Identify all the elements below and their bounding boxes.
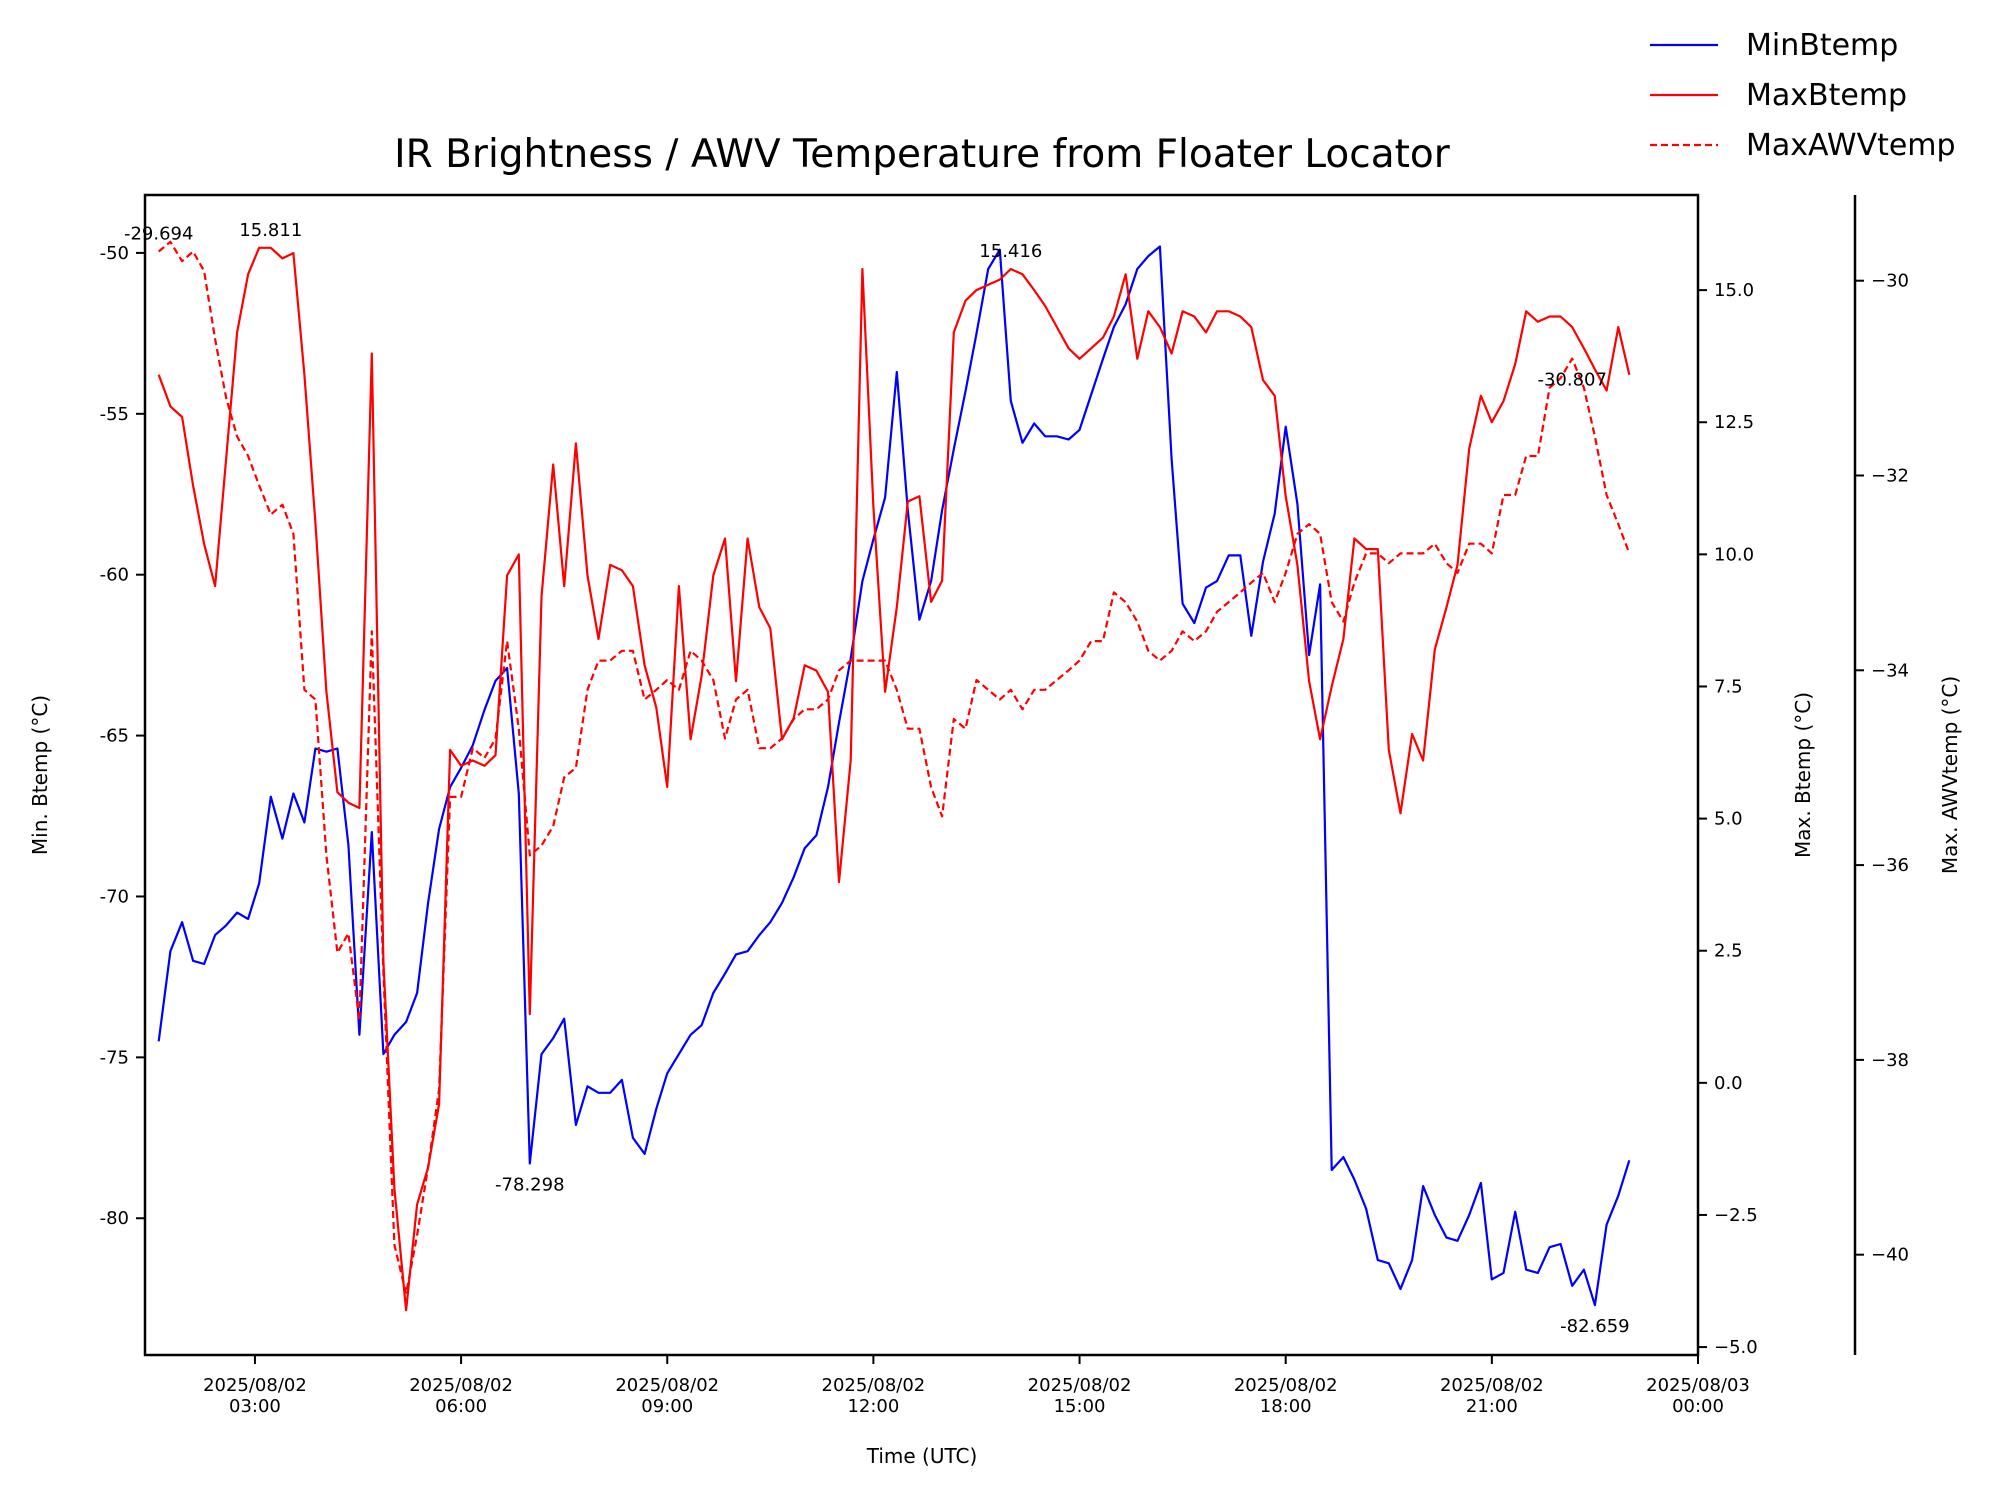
y-left-tick-label: -75 — [100, 1047, 129, 1068]
x-axis-ticks: 2025/08/0203:002025/08/0206:002025/08/02… — [203, 1355, 1750, 1417]
x-tick-label-date: 2025/08/02 — [822, 1375, 926, 1396]
y-left-axis-label: Min. Btemp (°C) — [28, 695, 52, 855]
chart-title: IR Brightness / AWV Temperature from Flo… — [394, 132, 1451, 177]
y-left-tick-label: -80 — [100, 1208, 129, 1229]
annotation-label: 15.811 — [239, 220, 302, 241]
plot-frame — [143, 193, 1700, 1357]
x-tick-label-date: 2025/08/02 — [203, 1375, 307, 1396]
y-right1-tick-label: 15.0 — [1714, 280, 1754, 301]
x-tick-label-time: 15:00 — [1054, 1396, 1106, 1417]
x-tick-label-time: 21:00 — [1466, 1396, 1518, 1417]
y-right1-tick-label: 2.5 — [1714, 941, 1743, 962]
y-left-tick-label: -50 — [100, 243, 129, 264]
y-right1-axis-label: Max. Btemp (°C) — [1791, 692, 1815, 858]
legend-label-maxbtemp: MaxBtemp — [1746, 78, 1907, 113]
x-tick-label-date: 2025/08/02 — [615, 1375, 719, 1396]
y-right2-tick-label: −36 — [1871, 855, 1909, 876]
series-line-maxbtemp — [157, 246, 1631, 1312]
legend-label-minbtemp: MinBtemp — [1746, 28, 1898, 63]
x-tick-label-date: 2025/08/02 — [1028, 1375, 1132, 1396]
x-tick-label-time: 00:00 — [1672, 1396, 1724, 1417]
plot-lines — [157, 240, 1631, 1312]
y-right2-axis-label: Max. AWVtemp (°C) — [1938, 676, 1962, 874]
y-right2-tick-label: −34 — [1871, 660, 1909, 681]
x-axis-label: Time (UTC) — [866, 1444, 978, 1468]
y-right1-tick-label: 7.5 — [1714, 676, 1743, 697]
y-left-tick-label: -55 — [100, 404, 129, 425]
legend: MinBtemp MaxBtemp MaxAWVtemp — [1650, 28, 1956, 163]
x-tick-label-time: 06:00 — [435, 1396, 487, 1417]
y-left-axis-ticks: -50 -55 -60 -65 -70 -75 -80 — [100, 243, 145, 1229]
data-annotations: -29.694 15.811 15.416 -30.807 -78.298 -82.659 — [124, 220, 1630, 1337]
y-right1-tick-label: 0.0 — [1714, 1073, 1743, 1094]
x-tick-label-date: 2025/08/02 — [1234, 1375, 1338, 1396]
annotation-label: -30.807 — [1537, 370, 1606, 391]
series-line-minbtemp — [157, 245, 1631, 1307]
y-right1-tick-label: −2.5 — [1714, 1205, 1758, 1226]
y-left-tick-label: -65 — [100, 726, 129, 747]
y-right2-tick-label: −38 — [1871, 1050, 1909, 1071]
y-left-tick-label: -70 — [100, 886, 129, 907]
y-right2-tick-label: −40 — [1871, 1245, 1909, 1266]
y-right2-tick-label: −30 — [1871, 271, 1909, 292]
x-tick-label-time: 03:00 — [229, 1396, 281, 1417]
x-tick-label-time: 12:00 — [847, 1396, 899, 1417]
annotation-label: -29.694 — [124, 224, 193, 245]
y-left-tick-label: -60 — [100, 565, 129, 586]
x-tick-label-date: 2025/08/02 — [409, 1375, 513, 1396]
x-tick-label-time: 09:00 — [641, 1396, 693, 1417]
x-tick-label-date: 2025/08/02 — [1440, 1375, 1544, 1396]
y-right1-tick-label: 12.5 — [1714, 412, 1754, 433]
x-tick-label-time: 18:00 — [1260, 1396, 1312, 1417]
annotation-label: -78.298 — [495, 1175, 564, 1196]
y-right2-axis-ticks: −30 −32 −34 −36 −38 −40 — [1855, 271, 1909, 1266]
annotation-label: -82.659 — [1560, 1316, 1629, 1337]
legend-label-maxawvtemp: MaxAWVtemp — [1746, 128, 1956, 163]
y-right2-tick-label: −32 — [1871, 466, 1909, 487]
series-line-maxawvtemp — [157, 240, 1631, 1295]
x-tick-label-date: 2025/08/03 — [1646, 1375, 1750, 1396]
y-right1-tick-label: 10.0 — [1714, 544, 1754, 565]
y-right1-tick-label: −5.0 — [1714, 1337, 1758, 1358]
annotation-label: 15.416 — [979, 241, 1042, 262]
y-right1-axis-ticks: 15.0 12.5 10.0 7.5 5.0 2.5 0.0 −2.5 −5.0 — [1698, 280, 1758, 1358]
y-right1-tick-label: 5.0 — [1714, 809, 1743, 830]
